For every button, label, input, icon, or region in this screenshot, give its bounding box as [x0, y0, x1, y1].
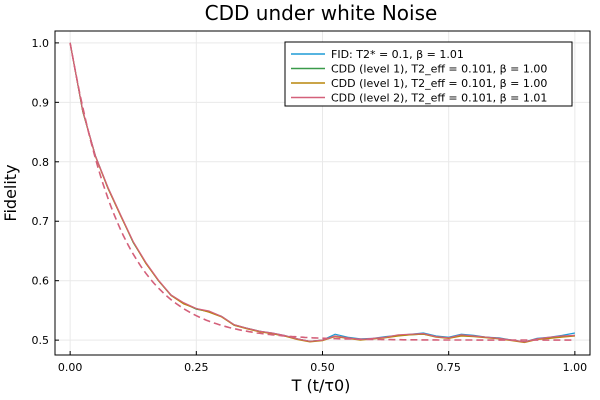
tick-layer: 0.00 0.25 0.50 0.75 1.00 0.5 0.6 0.7 0.8 0.9 1.0: [32, 37, 588, 374]
x-axis-label: T (t/τ0): [291, 376, 351, 395]
series-layer: [69, 42, 576, 344]
y-tick-label: 0.5: [32, 334, 50, 347]
y-tick-label: 0.8: [32, 156, 50, 169]
series-line-4: [69, 42, 575, 343]
legend-label-4: CDD (level 2), T2_eff = 0.101, β = 1.01: [331, 92, 547, 105]
x-tick-label: 0.00: [58, 361, 83, 374]
y-axis-label: Fidelity: [1, 164, 20, 221]
x-tick-label: 0.75: [436, 361, 461, 374]
x-tick-label: 0.50: [310, 361, 335, 374]
legend-box: [284, 41, 573, 107]
legend-label-1: FID: T2* = 0.1, β = 1.01: [331, 48, 464, 61]
fit-curve-layer: [69, 42, 575, 341]
x-tick-label: 0.25: [184, 361, 209, 374]
chart-title: CDD under white Noise: [205, 1, 438, 25]
y-tick-label: 0.7: [32, 215, 50, 228]
legend-label-2: CDD (level 1), T2_eff = 0.101, β = 1.00: [331, 63, 547, 76]
legend-label-3: CDD (level 1), T2_eff = 0.101, β = 1.00: [331, 77, 547, 90]
fit-curve: [69, 42, 575, 341]
y-tick-label: 1.0: [32, 37, 50, 50]
legend: FID: T2* = 0.1, β = 1.01 CDD (level 1), T…: [284, 41, 573, 107]
x-tick-label: 1.00: [563, 361, 588, 374]
y-tick-label: 0.6: [32, 275, 50, 288]
y-tick-label: 0.9: [32, 96, 50, 109]
